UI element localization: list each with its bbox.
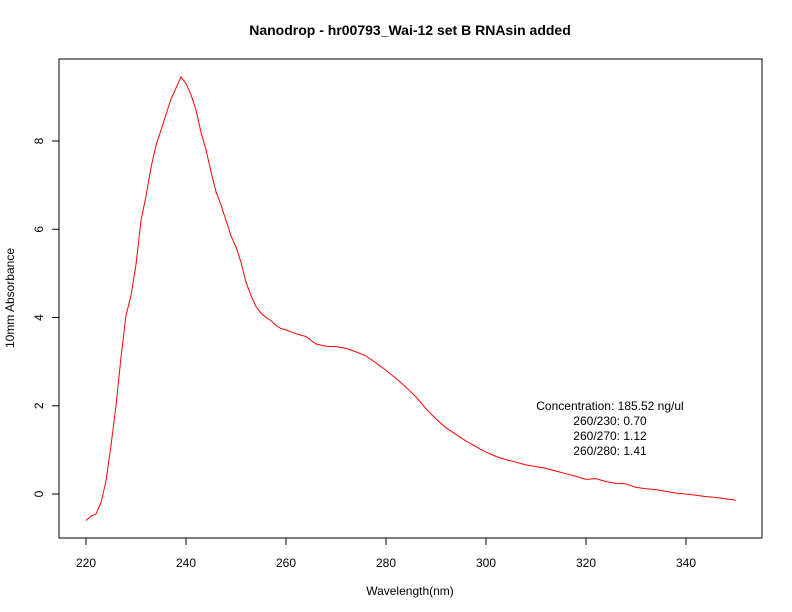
annotation-260-230: 260/230: 0.70 — [573, 414, 647, 428]
x-tick-label: 280 — [376, 556, 396, 570]
annotation-260-280: 260/280: 1.41 — [573, 444, 647, 458]
series-line-0 — [85, 76, 737, 521]
y-tick-label: 4 — [32, 314, 46, 321]
plot-frame — [58, 58, 763, 539]
annotation-concentration: Concentration: 185.52 ng/ul — [536, 399, 683, 413]
x-tick-label: 300 — [476, 556, 496, 570]
data-series — [85, 76, 737, 521]
y-tick-label: 0 — [32, 490, 46, 497]
y-tick-label: 2 — [32, 402, 46, 409]
chart-title: Nanodrop - hr00793_Wai-12 set B RNAsin a… — [249, 22, 571, 38]
y-tick-label: 6 — [32, 226, 46, 233]
x-axis-label: Wavelength(nm) — [366, 584, 454, 598]
annotation-block: Concentration: 185.52 ng/ul 260/230: 0.7… — [536, 399, 683, 458]
x-tick-label: 260 — [276, 556, 296, 570]
x-tick-label: 320 — [576, 556, 596, 570]
y-axis: 0 2 4 6 8 — [32, 137, 60, 497]
y-axis-label: 10mm Absorbance — [3, 248, 17, 348]
y-tick-label: 8 — [32, 137, 46, 144]
annotation-260-270: 260/270: 1.12 — [573, 429, 647, 443]
x-tick-label: 240 — [176, 556, 196, 570]
x-axis: 220 240 260 280 300 320 340 — [76, 537, 696, 570]
x-tick-label: 220 — [76, 556, 96, 570]
x-tick-label: 340 — [676, 556, 696, 570]
